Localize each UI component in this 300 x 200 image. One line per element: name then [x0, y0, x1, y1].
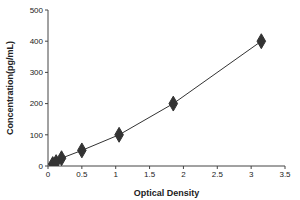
svg-text:3.5: 3.5	[279, 170, 291, 179]
svg-text:2.5: 2.5	[212, 170, 224, 179]
svg-text:100: 100	[30, 131, 44, 140]
svg-text:500: 500	[30, 6, 44, 15]
svg-text:1.5: 1.5	[144, 170, 156, 179]
svg-text:2: 2	[181, 170, 186, 179]
svg-text:400: 400	[30, 37, 44, 46]
svg-text:300: 300	[30, 68, 44, 77]
svg-text:3: 3	[249, 170, 254, 179]
svg-text:1: 1	[113, 170, 118, 179]
svg-text:0: 0	[46, 170, 51, 179]
svg-text:200: 200	[30, 99, 44, 108]
svg-text:Optical Density: Optical Density	[134, 188, 200, 198]
svg-text:0.5: 0.5	[76, 170, 88, 179]
svg-text:Concentration(pg/mL): Concentration(pg/mL)	[8, 41, 15, 135]
svg-text:0: 0	[39, 162, 44, 171]
